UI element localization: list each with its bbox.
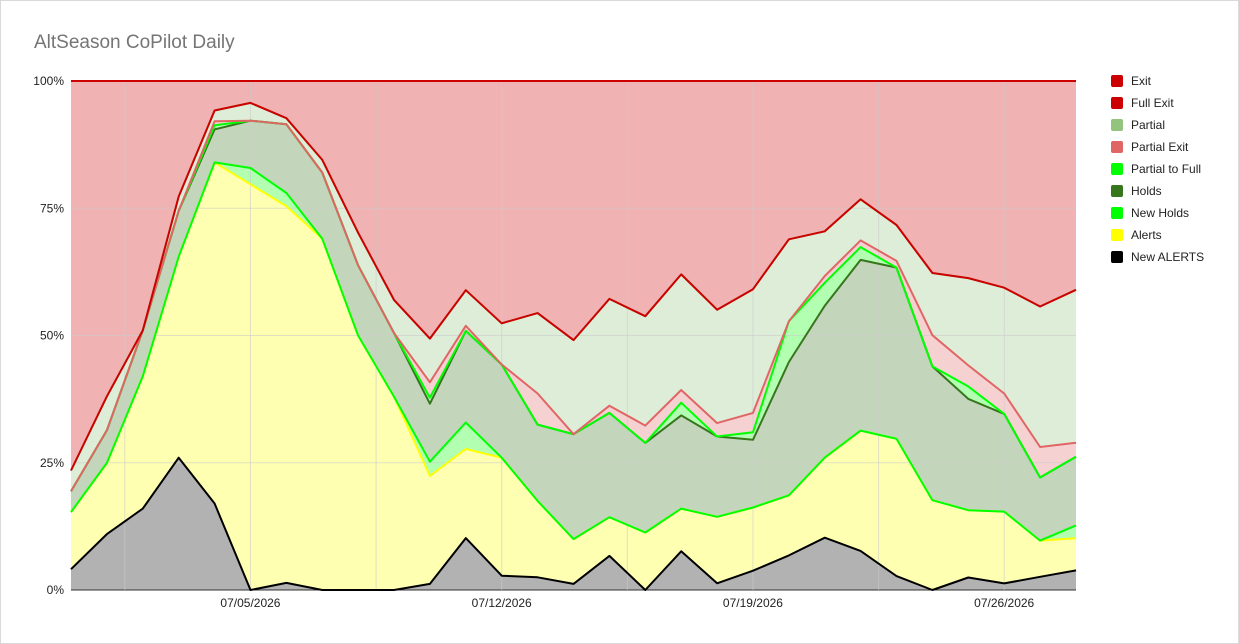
area-holds [71,120,1076,541]
legend-label: Alerts [1131,228,1162,242]
area-new-alerts [71,457,1076,590]
x-tick-label: 07/12/2026 [472,596,532,610]
legend-swatch [1111,207,1123,219]
area-partial [71,102,1076,492]
x-tick-label: 07/05/2026 [220,596,280,610]
area-exit [71,81,1076,471]
legend-label: Partial Exit [1131,140,1189,154]
line-partial-exit [70,119,1077,492]
legend-swatch [1111,163,1123,175]
legend-label: New Holds [1131,206,1189,220]
legend-swatch [1111,75,1123,87]
y-tick-label: 50% [40,329,64,343]
axis-layer: 0% 25% 50% 75% 100% 07/05/2026 07/12/2026 07/19… [33,74,1034,610]
legend-swatch [1111,185,1123,197]
legend-label: Exit [1131,74,1152,88]
legend-swatch [1111,119,1123,131]
x-tick-label: 07/19/2026 [723,596,783,610]
y-tick-label: 0% [47,583,65,597]
legend-label: Partial to Full [1131,162,1201,176]
legend-label: New ALERTS [1131,250,1204,264]
x-tick-label: 07/26/2026 [974,596,1034,610]
legend-swatch [1111,97,1123,109]
line-new-holds [70,161,1077,542]
legend-label: Partial [1131,118,1165,132]
y-tick-label: 75% [40,201,64,215]
legend-label: Holds [1131,184,1162,198]
y-tick-label: 100% [33,74,64,88]
legend: Exit Full Exit Partial Partial Exit Partial … [1111,74,1204,264]
legend-label: Full Exit [1131,96,1174,110]
line-layer [70,80,1077,591]
chart-title: AltSeason CoPilot Daily [34,32,235,53]
area-layer [71,81,1076,590]
legend-swatch [1111,251,1123,263]
line-full-exit [70,101,1077,471]
y-tick-label: 25% [40,456,64,470]
area-alerts [71,162,1076,590]
legend-swatch [1111,229,1123,241]
legend-swatch [1111,141,1123,153]
line-new-alerts [70,456,1077,591]
